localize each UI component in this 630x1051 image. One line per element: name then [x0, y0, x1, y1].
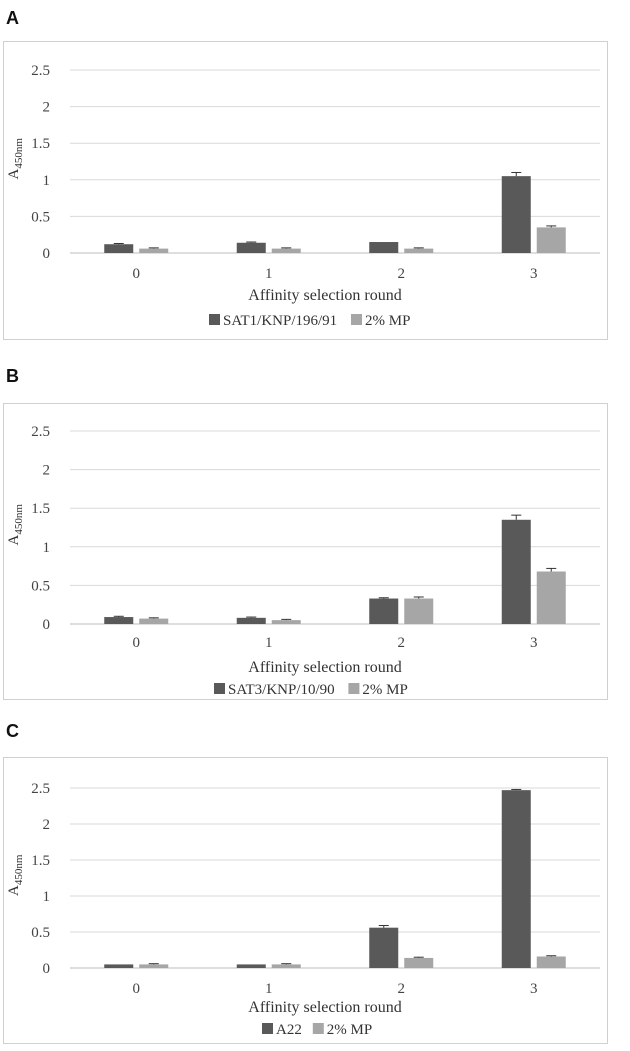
- chart-frame-c: 0 0.5 1 1.5 2 2.5 A450nm 0 1 2 3 Affinity selection…: [3, 757, 608, 1044]
- bar: [104, 617, 134, 624]
- y-tick-label: 1: [43, 540, 51, 556]
- bar: [404, 248, 434, 253]
- y-tick-label: 0.5: [31, 578, 50, 594]
- bar: [236, 964, 266, 968]
- chart-frame-a: 0 0.5 1 1.5 2 2.5 A450nm 0 1 2 3 Affinity selection…: [3, 41, 608, 340]
- y-tick-label: 2: [43, 463, 51, 479]
- bar: [501, 176, 531, 253]
- bar: [404, 957, 434, 968]
- bar: [271, 964, 301, 968]
- x-tick-label: 1: [265, 266, 273, 282]
- y-tick-label: 1: [43, 889, 51, 905]
- y-tick-label: 0.5: [31, 209, 50, 225]
- bar: [501, 519, 531, 624]
- y-tick-label: 0: [43, 246, 51, 262]
- bar: [271, 620, 301, 624]
- bar: [369, 927, 399, 968]
- legend-label: SAT3/KNP/10/90: [228, 682, 335, 698]
- y-axis-label: A450nm: [6, 854, 25, 896]
- bar-chart-b: 0 0.5 1 1.5 2 2.5 A450nm 0 1 2 3 Affinity selection…: [6, 424, 600, 698]
- x-tick-label: 0: [133, 266, 141, 282]
- legend-label: 2% MP: [365, 313, 410, 329]
- legend-swatch: [351, 314, 362, 325]
- x-tick-label: 2: [398, 266, 406, 282]
- chart-frame-b: 0 0.5 1 1.5 2 2.5 A450nm 0 1 2 3 Affinity selection…: [3, 403, 608, 700]
- x-tick-label: 3: [530, 635, 538, 651]
- bar: [139, 618, 169, 624]
- x-axis-label: Affinity selection round: [248, 999, 401, 1016]
- bar: [536, 571, 566, 624]
- bar: [369, 242, 399, 253]
- panel-label-b: B: [6, 366, 19, 386]
- legend-label: 2% MP: [362, 682, 407, 698]
- x-tick-label: 1: [265, 635, 273, 651]
- x-axis-label: Affinity selection round: [248, 287, 401, 304]
- legend-swatch: [209, 314, 220, 325]
- y-tick-label: 0: [43, 961, 51, 977]
- y-tick-label: 1.5: [31, 501, 50, 517]
- panel-label-a: A: [6, 8, 19, 28]
- x-tick-label: 1: [265, 981, 273, 997]
- x-tick-label: 3: [530, 266, 538, 282]
- x-tick-label: 2: [398, 635, 406, 651]
- x-tick-label: 0: [133, 981, 141, 997]
- bar-chart-c: 0 0.5 1 1.5 2 2.5 A450nm 0 1 2 3 Affinity selection…: [6, 781, 600, 1038]
- y-tick-label: 2.5: [31, 63, 50, 79]
- bar: [501, 790, 531, 968]
- x-axis-label: Affinity selection round: [248, 659, 401, 676]
- bar: [236, 617, 266, 624]
- legend-swatch: [214, 683, 225, 694]
- y-tick-label: 1.5: [31, 136, 50, 152]
- y-tick-label: 0.5: [31, 925, 50, 941]
- bar-chart-a: 0 0.5 1 1.5 2 2.5 A450nm 0 1 2 3 Affinity selection…: [6, 63, 600, 329]
- bar: [369, 598, 399, 624]
- y-tick-label: 2: [43, 817, 51, 833]
- y-axis-label: A450nm: [6, 504, 25, 546]
- legend-label: 2% MP: [327, 1022, 372, 1038]
- y-axis-label: A450nm: [6, 138, 25, 180]
- bar: [104, 964, 134, 968]
- bar: [271, 248, 301, 253]
- legend-label: A22: [276, 1022, 302, 1038]
- y-tick-label: 2.5: [31, 424, 50, 440]
- bar: [536, 956, 566, 968]
- x-tick-label: 0: [133, 635, 141, 651]
- bar: [536, 227, 566, 253]
- legend-swatch: [262, 1023, 273, 1034]
- x-tick-label: 3: [530, 981, 538, 997]
- bar: [404, 598, 434, 624]
- y-tick-label: 2: [43, 100, 51, 116]
- bar: [104, 244, 134, 253]
- x-tick-label: 2: [398, 981, 406, 997]
- legend-swatch: [312, 1023, 324, 1034]
- y-tick-label: 0: [43, 617, 51, 633]
- bar: [139, 248, 169, 253]
- bar: [139, 964, 169, 968]
- legend-label: SAT1/KNP/196/91: [223, 313, 337, 329]
- legend-swatch: [348, 683, 360, 694]
- panel-label-c: C: [6, 721, 19, 741]
- bar: [236, 242, 266, 253]
- y-tick-label: 1: [43, 173, 51, 189]
- y-tick-label: 2.5: [31, 781, 50, 797]
- y-tick-label: 1.5: [31, 853, 50, 869]
